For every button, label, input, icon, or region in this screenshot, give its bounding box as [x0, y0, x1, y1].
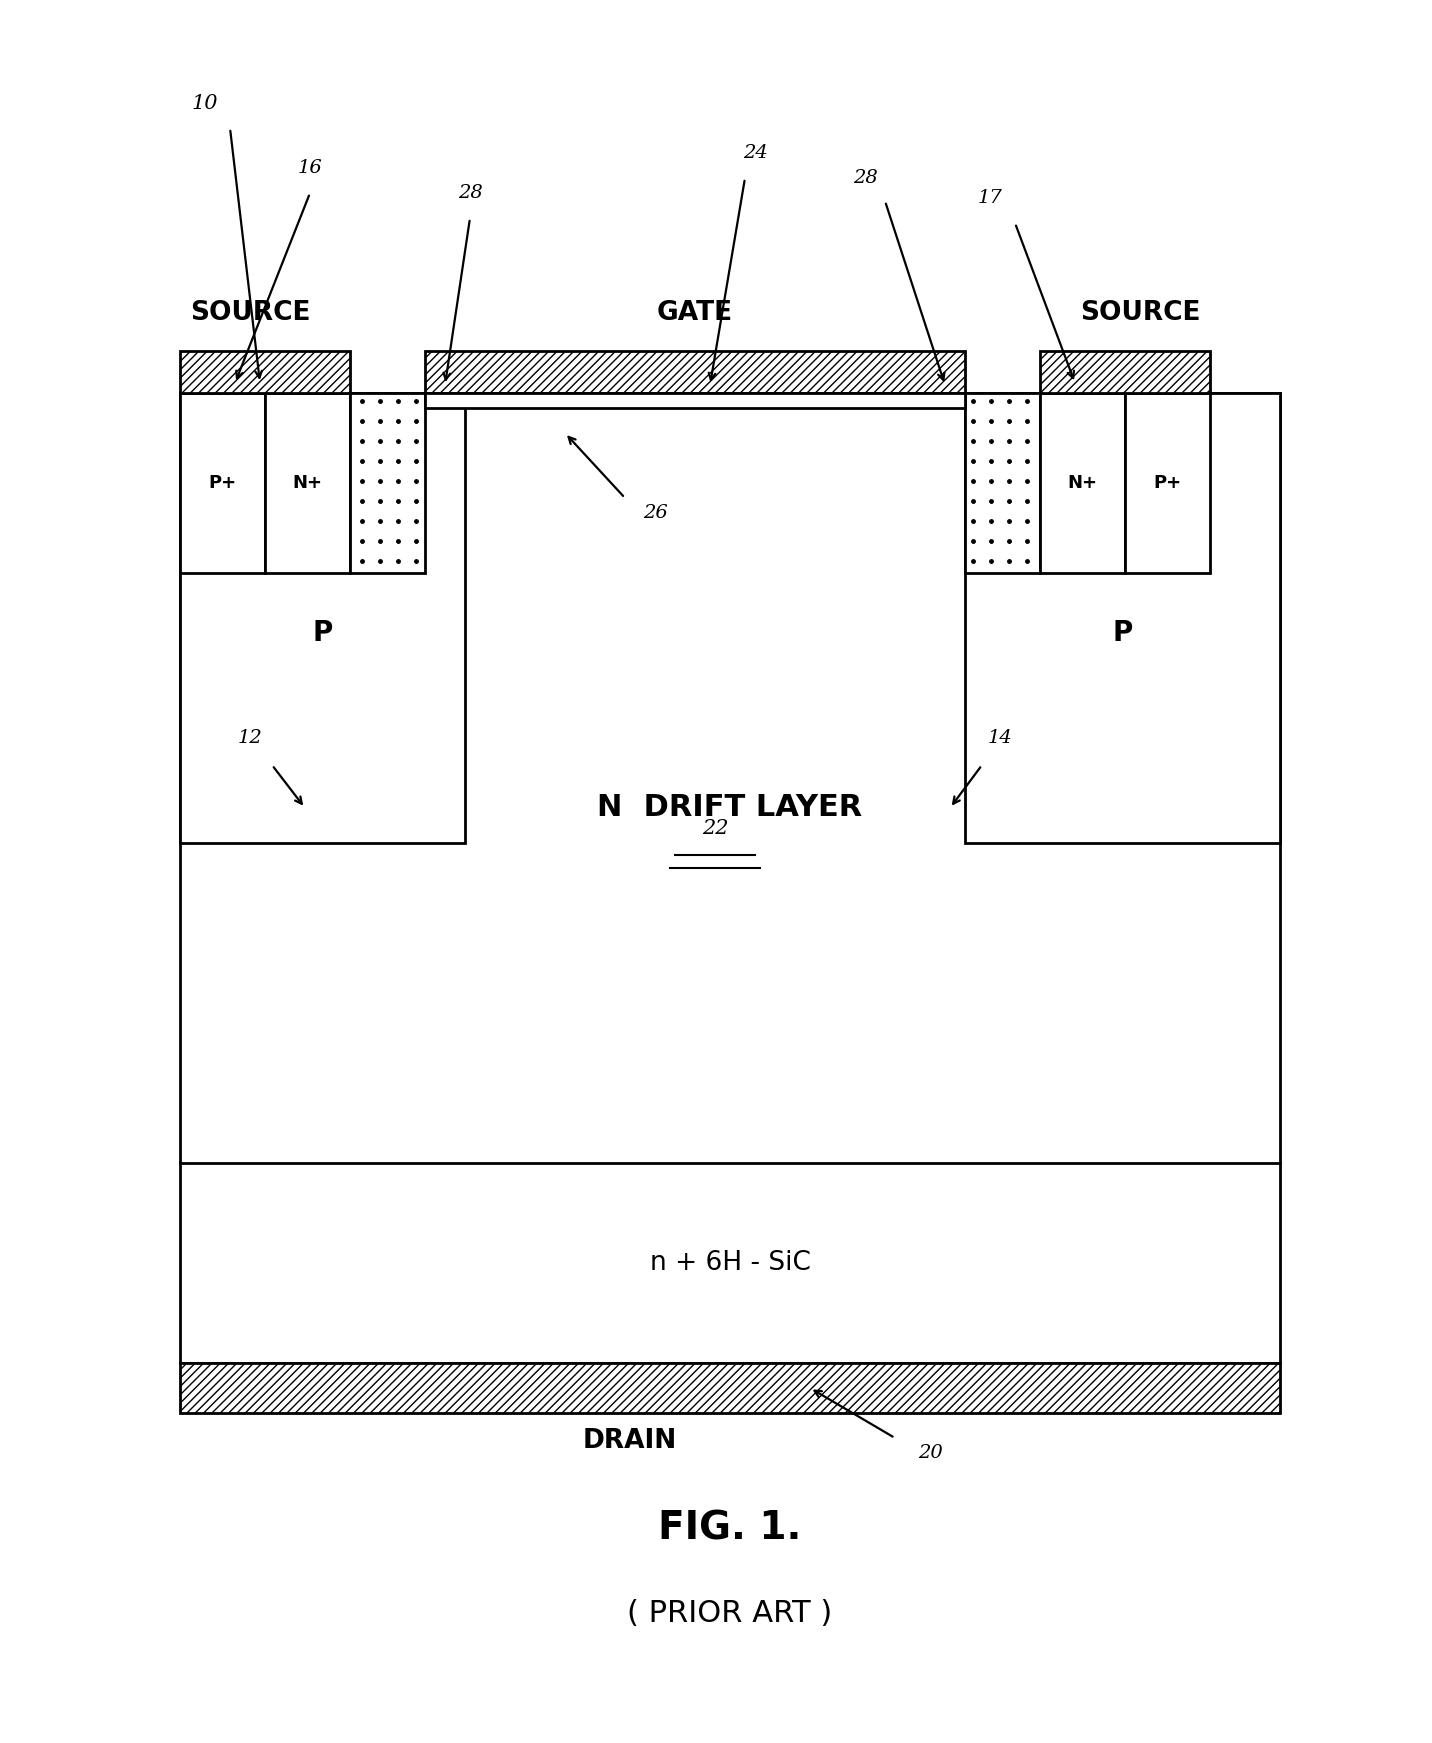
Text: N+: N+ [292, 474, 322, 492]
Text: 24: 24 [743, 145, 768, 162]
Text: 22: 22 [702, 819, 729, 837]
Bar [1040, 392, 1126, 573]
Bar [965, 392, 1280, 844]
Text: SOURCE: SOURCE [1080, 300, 1200, 326]
Text: 28: 28 [458, 185, 483, 202]
Bar [965, 392, 1040, 573]
Text: FIG. 1.: FIG. 1. [659, 1509, 802, 1548]
Bar [180, 392, 265, 573]
Text: P: P [312, 619, 332, 647]
Text: 20: 20 [918, 1443, 942, 1462]
Text: N  DRIFT LAYER: N DRIFT LAYER [597, 793, 862, 823]
Bar [180, 392, 465, 844]
Text: 10: 10 [192, 94, 218, 113]
Bar [180, 392, 1280, 1363]
Text: 28: 28 [852, 169, 878, 187]
Bar [1126, 392, 1210, 573]
Text: N+: N+ [1067, 474, 1097, 492]
Text: 26: 26 [643, 504, 667, 521]
Text: P+: P+ [1153, 474, 1181, 492]
Bar [180, 1363, 1280, 1414]
Bar [1040, 350, 1210, 392]
Text: DRAIN: DRAIN [583, 1428, 677, 1454]
Text: P+: P+ [209, 474, 236, 492]
Text: SOURCE: SOURCE [190, 300, 311, 326]
Text: n + 6H - SiC: n + 6H - SiC [650, 1250, 811, 1276]
Bar [349, 392, 425, 573]
Bar [425, 350, 965, 392]
Text: P: P [1113, 619, 1133, 647]
Text: 14: 14 [988, 729, 1012, 748]
Bar [425, 392, 965, 408]
Text: 17: 17 [978, 188, 1002, 207]
Text: 12: 12 [238, 729, 262, 748]
Bar [180, 350, 349, 392]
Bar [265, 392, 349, 573]
Text: 16: 16 [298, 159, 322, 178]
Text: GATE: GATE [657, 300, 733, 326]
Text: ( PRIOR ART ): ( PRIOR ART ) [627, 1598, 832, 1628]
